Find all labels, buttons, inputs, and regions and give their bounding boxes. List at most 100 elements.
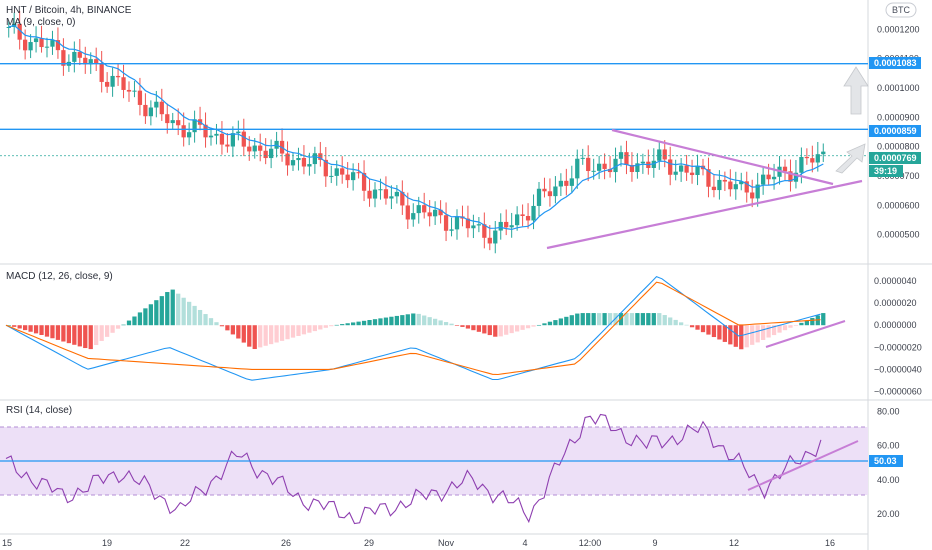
chart-title: HNT / Bitcoin, 4h, BINANCE (6, 5, 132, 16)
macd-bar (99, 325, 104, 341)
rsi-title: RSI (14, close) (6, 405, 72, 416)
candle-body (208, 135, 214, 138)
macd-bar (345, 323, 350, 326)
candle-body (181, 125, 186, 138)
time-label-0: 15 (2, 538, 12, 548)
candle-body (230, 133, 235, 147)
currency-badge[interactable] (885, 2, 917, 18)
macd-bar (340, 324, 345, 326)
current-price-tag (869, 152, 921, 164)
candle-body (476, 224, 481, 226)
candle-body (558, 180, 563, 187)
rsi-trendline (747, 440, 859, 491)
macd-bar (454, 325, 460, 326)
macd-tick-2: 0.0000000 (874, 320, 917, 330)
macd-bar (618, 313, 624, 326)
candle-body (815, 154, 820, 163)
candle-body (329, 175, 334, 177)
macd-bar (143, 308, 148, 326)
candle-body (83, 57, 88, 65)
candle-body (214, 133, 219, 136)
candle-body (126, 89, 132, 92)
macd-lines (5, 275, 821, 381)
macd-bar (443, 322, 449, 326)
macd-bar (372, 319, 378, 326)
macd-title: MACD (12, 26, close, 9) (6, 271, 113, 282)
price-tick-4: 0.0000800 (877, 142, 920, 152)
macd-bar (427, 317, 432, 326)
macd-bar (586, 313, 591, 326)
macd-bar (504, 325, 509, 335)
candle-body (17, 23, 22, 40)
macd-bar (717, 325, 722, 340)
candle-body (673, 171, 678, 175)
macd-bar (148, 304, 153, 326)
signal-line (5, 281, 821, 376)
macd-bar (12, 325, 17, 327)
macd-axis[interactable]: 0.0000040 0.0000020 0.0000000 −0.0000020 −0.… (874, 276, 922, 396)
candle-body (482, 224, 487, 238)
candle-body (679, 165, 684, 172)
macd-bar (728, 325, 733, 345)
candle-body (689, 172, 695, 176)
candle-body (23, 39, 28, 51)
macd-bar (197, 309, 203, 326)
macd-bar (547, 321, 553, 326)
macd-bar (799, 322, 804, 326)
candle-body (323, 159, 328, 177)
level-tag-1083-label: 0.0001083 (874, 58, 917, 68)
candle-body (400, 191, 405, 206)
time-label-4: 29 (364, 538, 374, 548)
candle-body (405, 205, 410, 220)
macd-bar (515, 325, 520, 332)
macd-tick-4: −0.0000040 (874, 364, 922, 374)
macd-bar (17, 325, 22, 329)
candle-body (225, 144, 230, 147)
macd-bar (72, 325, 77, 345)
macd-bar (165, 292, 170, 326)
macd-bar (61, 325, 66, 342)
macd-bar (290, 325, 296, 338)
macd-bar (635, 313, 640, 326)
macd-bar (296, 325, 301, 336)
candle-body (684, 165, 689, 173)
macd-bar (351, 322, 356, 326)
time-label-10: 16 (825, 538, 835, 548)
macd-bar (711, 325, 717, 338)
level-tag-1083 (869, 57, 921, 69)
macd-bar (307, 325, 312, 333)
candle-body (351, 172, 356, 181)
macd-bar (700, 325, 706, 333)
candle-body (750, 192, 755, 199)
candle-body (580, 157, 585, 159)
ma-polyline (8, 24, 824, 231)
macd-bar (542, 323, 547, 326)
candle-body (493, 230, 498, 244)
macd-bar (569, 315, 574, 326)
macd-bar (755, 325, 760, 343)
macd-bar (613, 313, 618, 326)
macd-bar (640, 313, 645, 326)
rsi-line (5, 413, 822, 525)
candle-body (509, 225, 514, 228)
rsi-tick-2: 40.00 (877, 475, 900, 485)
candle-body (55, 40, 61, 51)
time-axis[interactable]: 15 19 22 26 29 Nov 4 12:00 9 12 16 (2, 538, 835, 548)
macd-bar (624, 313, 629, 326)
candle-body (159, 101, 164, 115)
countdown-tag (869, 165, 903, 177)
rsi-axis[interactable]: 80.00 60.00 40.00 20.00 (877, 407, 900, 519)
macd-bar (159, 296, 164, 326)
macd-bar (629, 313, 635, 326)
macd-bar (394, 315, 399, 326)
ma-indicator-label: MA (9, close, 0) (6, 17, 75, 28)
candle-body (258, 145, 263, 151)
candle-body (285, 153, 290, 166)
up-arrow-icon (843, 66, 869, 115)
macd-bar (673, 319, 678, 326)
macd-bar (580, 313, 585, 326)
macd-bar (301, 325, 307, 335)
macd-tick-5: −0.0000060 (874, 386, 922, 396)
macd-bar (433, 318, 438, 326)
